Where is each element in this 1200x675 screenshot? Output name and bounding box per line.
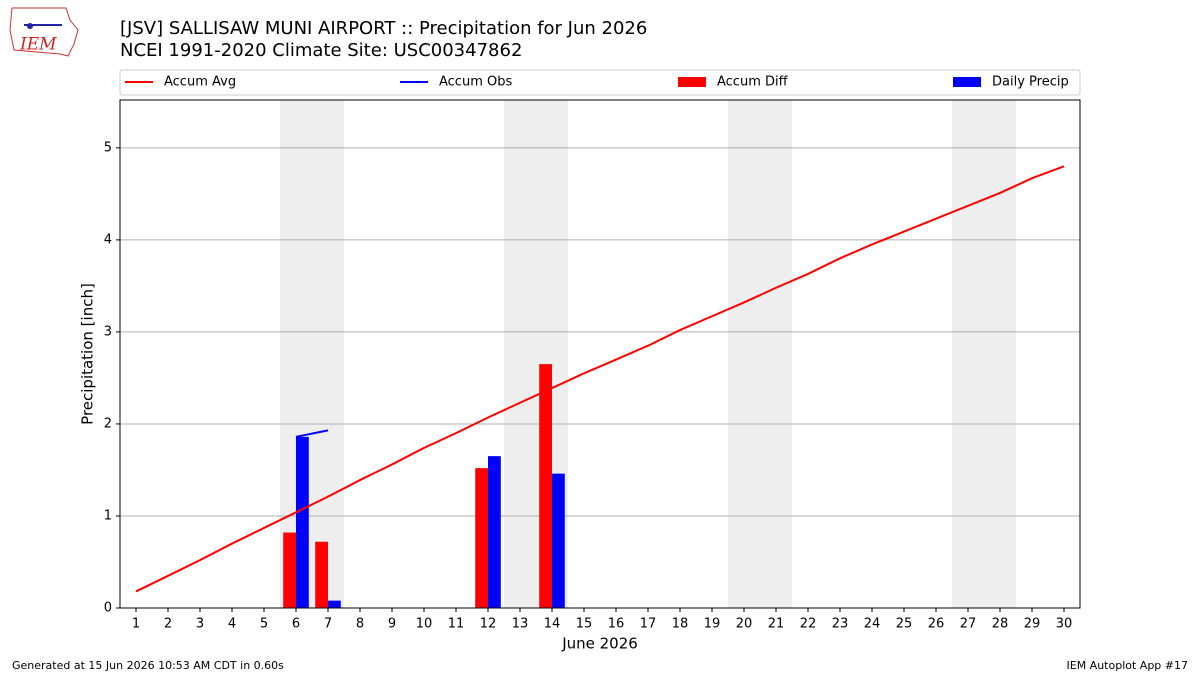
x-tick-label: 11 — [448, 617, 465, 632]
weekend-band — [312, 100, 344, 608]
weekend-band — [728, 100, 760, 608]
x-tick-label: 19 — [704, 617, 721, 632]
x-tick-label: 20 — [736, 617, 753, 632]
weekend-band — [760, 100, 792, 608]
bar — [475, 468, 488, 608]
x-tick-label: 25 — [896, 617, 913, 632]
plot-frame — [119, 99, 1081, 609]
x-tick-label: 17 — [640, 617, 657, 632]
bar — [552, 473, 565, 608]
y-tick-label: 2 — [104, 416, 112, 431]
x-tick-label: 30 — [1056, 617, 1073, 632]
x-tick-label: 6 — [292, 617, 300, 632]
legend-swatch — [953, 77, 981, 87]
legend-label: Accum Avg — [164, 75, 236, 90]
line — [295, 429, 329, 438]
x-tick-label: 3 — [196, 617, 204, 632]
x-tick-label: 22 — [800, 617, 817, 632]
chart-title: [JSV] SALLISAW MUNI AIRPORT :: Precipita… — [120, 18, 647, 39]
weekend-band — [984, 100, 1016, 608]
x-tick-label: 14 — [544, 617, 561, 632]
x-tick-label: 28 — [992, 617, 1009, 632]
logo: IEM — [9, 7, 79, 57]
x-tick-label: 4 — [228, 617, 236, 632]
y-tick-label: 3 — [104, 324, 112, 339]
bar — [283, 532, 296, 608]
weekend-band — [952, 100, 984, 608]
chart-subtitle: NCEI 1991-2020 Climate Site: USC00347862 — [120, 40, 522, 61]
logo-icon — [27, 23, 33, 29]
x-tick-label: 26 — [928, 617, 945, 632]
line — [135, 165, 1065, 593]
bar — [315, 541, 328, 608]
x-axis-label: June 2026 — [561, 635, 638, 653]
x-tick-label: 21 — [768, 617, 785, 632]
logo-text: IEM — [19, 35, 57, 55]
x-tick-label: 16 — [608, 617, 625, 632]
weekend-band — [504, 100, 536, 608]
bar — [296, 436, 309, 608]
x-tick-label: 5 — [260, 617, 268, 632]
y-tick-label: 1 — [104, 508, 112, 523]
x-tick-label: 1 — [132, 617, 140, 632]
y-tick-label: 0 — [104, 601, 112, 616]
x-tick-label: 23 — [832, 617, 849, 632]
legend-box — [119, 69, 1081, 96]
legend-swatch — [678, 77, 706, 87]
x-tick-label: 8 — [356, 617, 364, 632]
footer-right: IEM Autoplot App #17 — [1067, 659, 1189, 672]
x-tick-label: 27 — [960, 617, 977, 632]
legend-label: Accum Diff — [717, 75, 789, 90]
x-tick-label: 9 — [388, 617, 396, 632]
x-tick-label: 15 — [576, 617, 593, 632]
logo-outline — [9, 7, 79, 57]
footer-left: Generated at 15 Jun 2026 10:53 AM CDT in… — [12, 659, 284, 672]
bar — [328, 600, 341, 608]
x-tick-label: 12 — [480, 617, 497, 632]
bar — [488, 456, 501, 608]
x-tick-label: 7 — [324, 617, 332, 632]
x-tick-label: 18 — [672, 617, 689, 632]
x-tick-label: 10 — [416, 617, 433, 632]
bar — [539, 364, 552, 608]
x-tick-label: 13 — [512, 617, 529, 632]
legend-label: Daily Precip — [992, 75, 1069, 90]
x-tick-label: 29 — [1024, 617, 1041, 632]
y-tick-label: 4 — [104, 232, 112, 247]
y-tick-label: 5 — [104, 140, 112, 155]
x-tick-label: 24 — [864, 617, 881, 632]
y-axis-label: Precipitation [inch] — [79, 283, 97, 425]
x-tick-label: 2 — [164, 617, 172, 632]
legend-label: Accum Obs — [439, 75, 512, 90]
